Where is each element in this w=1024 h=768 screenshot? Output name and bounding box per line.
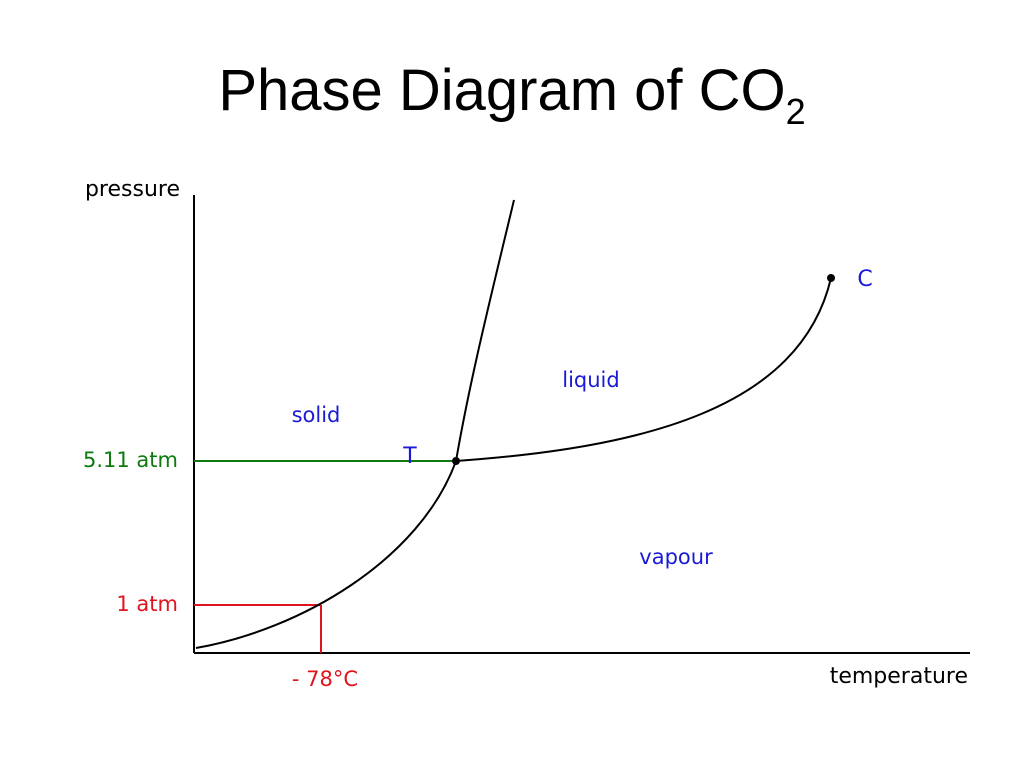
- vaporization-curve: [455, 277, 832, 462]
- slide-title-text: Phase Diagram of CO: [218, 58, 786, 123]
- triple-point-marker: [452, 457, 460, 465]
- y-axis-label: pressure: [85, 177, 180, 202]
- triple-pressure-label: 5.11 atm: [83, 448, 178, 472]
- sublimation-temp-label: - 78°C: [292, 667, 358, 691]
- region-vapour-label: vapour: [639, 545, 713, 569]
- critical-point-marker: [827, 274, 835, 282]
- critical-point-label: C: [857, 267, 872, 292]
- region-liquid-label: liquid: [562, 368, 619, 392]
- slide-title: Phase Diagram of CO2: [0, 62, 1024, 130]
- sublimation-curve: [195, 460, 457, 649]
- triple-point-label: T: [402, 444, 417, 469]
- region-solid-label: solid: [292, 403, 341, 427]
- x-axis-label: temperature: [830, 664, 968, 689]
- melting-curve: [455, 199, 515, 462]
- slide-title-subscript: 2: [785, 91, 806, 132]
- one-atm-label: 1 atm: [116, 592, 178, 616]
